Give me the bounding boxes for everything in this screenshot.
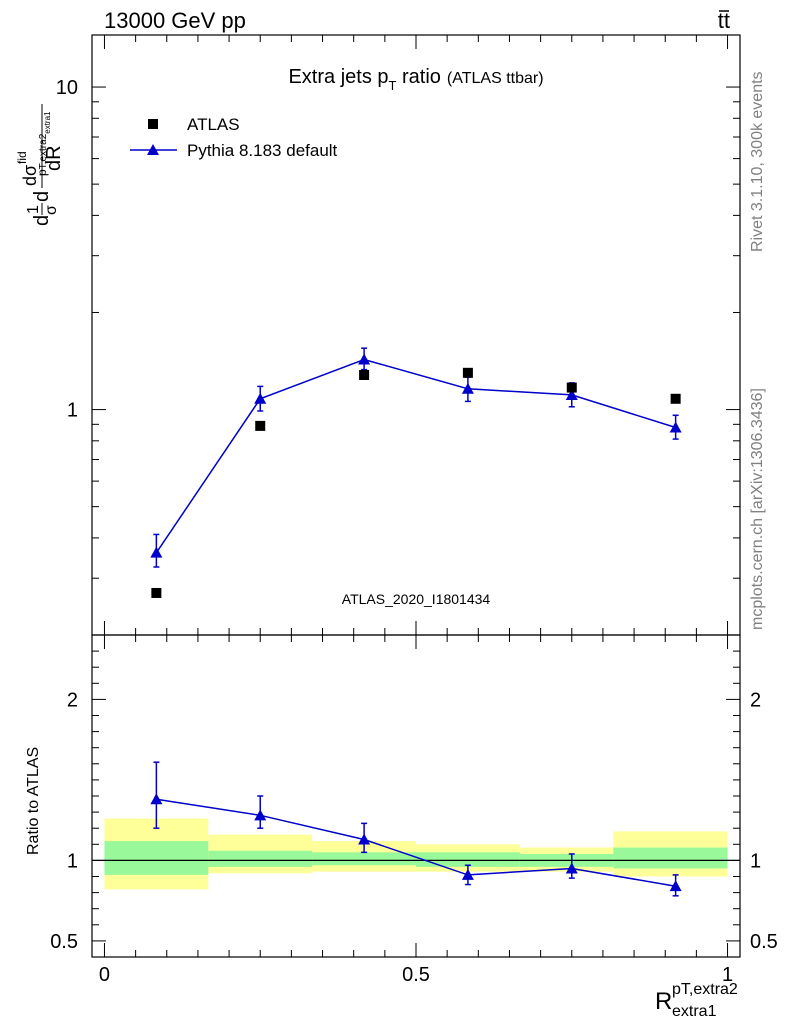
- svg-text:dR: dR: [43, 145, 65, 171]
- energy-label: 13000 GeV pp: [104, 8, 246, 33]
- legend-pythia-label: Pythia 8.183 default: [187, 141, 338, 160]
- atlas-point: [462, 367, 473, 378]
- uncertainty-band-inner: [208, 850, 313, 867]
- uncertainty-band-inner: [312, 852, 416, 866]
- legend-atlas-marker: [148, 119, 158, 129]
- atlas-point: [255, 420, 266, 431]
- ratio-xlabel-sup: pT,extra2: [672, 981, 738, 998]
- svg-text:d: d: [31, 191, 53, 202]
- ratio-pythia-point: [254, 809, 267, 821]
- ratio-xlabel-sub: extra1: [672, 1003, 717, 1020]
- legend-atlas-label: ATLAS: [187, 115, 240, 134]
- ratio-pythia-point: [565, 862, 578, 874]
- ratio-y-tick-label: 0.5: [50, 931, 78, 953]
- x-tick-label: 0.5: [402, 964, 430, 986]
- ratio-pythia-point: [461, 868, 474, 880]
- pythia-line: [155, 358, 676, 554]
- ratio-y-tick-label: 1: [67, 850, 78, 872]
- watermark: ATLAS_2020_I1801434: [342, 591, 491, 607]
- ratio-y-tick-label-right: 2: [750, 689, 761, 711]
- atlas-point: [359, 369, 370, 380]
- pythia-point: [669, 421, 682, 433]
- ratio-y-tick-label-right: 1: [750, 850, 761, 872]
- process-label: tt: [718, 8, 730, 33]
- legend-pythia-marker: [147, 144, 159, 155]
- atlas-point: [566, 382, 577, 393]
- ratio-plot-frame: [91, 634, 741, 958]
- pythia-point: [461, 382, 474, 394]
- rivet-label: Rivet 3.1.10, 300k events: [749, 71, 766, 252]
- main-plot-panel: 1 10 Extra jets pT ratio (ATLAS ttbar) ATL…: [15, 34, 741, 636]
- title-note: (ATLAS ttbar): [447, 70, 544, 87]
- pythia-point: [358, 353, 371, 365]
- ratio-pythia-point: [669, 880, 682, 892]
- ratio-pythia-point: [358, 833, 371, 845]
- pythia-point: [565, 388, 578, 400]
- uncertainty-band-inner: [104, 841, 209, 875]
- x-tick-label: 1: [722, 964, 733, 986]
- y-tick-label: 1: [67, 400, 78, 422]
- atlas-point: [151, 587, 162, 598]
- legend: ATLAS Pythia 8.183 default: [130, 115, 338, 160]
- title-subscript: T: [389, 78, 397, 93]
- svg-text:1: 1: [25, 205, 42, 214]
- ratio-y-tick-label-right: 0.5: [750, 931, 778, 953]
- mcplots-label: mcplots.cern.ch [arXiv:1306.3436]: [749, 388, 766, 630]
- uncertainty-band-inner: [416, 852, 520, 867]
- ratio-pythia-line: [156, 798, 676, 887]
- pythia-point: [150, 546, 163, 558]
- pythia-point: [254, 392, 267, 404]
- svg-text:fid: fid: [15, 151, 29, 164]
- x-tick-label: 0: [99, 964, 110, 986]
- y-tick-label: 10: [56, 77, 78, 99]
- main-plot-title: Extra jets pT ratio (ATLAS ttbar): [288, 66, 543, 93]
- ratio-plot-panel: 0.5 0.5 1 1 2 2 0 0.5 1 Ratio to ATLAS R pT,extr…: [25, 634, 778, 1020]
- process-tbar-label: t: [724, 8, 730, 33]
- atlas-point: [670, 393, 681, 404]
- svg-text:dσ: dσ: [20, 165, 40, 186]
- svg-text:d: d: [31, 215, 53, 226]
- uncertainty-band-inner: [613, 847, 728, 869]
- ratio-ylabel: Ratio to ATLAS: [25, 747, 42, 855]
- ratio-y-tick-label: 2: [67, 689, 78, 711]
- svg-text:σ: σ: [43, 205, 60, 215]
- ratio-pythia-point: [150, 793, 163, 805]
- main-ylabel: d 1 σ d dσ fid pT,extra2extra1 dR: [15, 104, 65, 226]
- ratio-xlabel: R: [655, 988, 672, 1015]
